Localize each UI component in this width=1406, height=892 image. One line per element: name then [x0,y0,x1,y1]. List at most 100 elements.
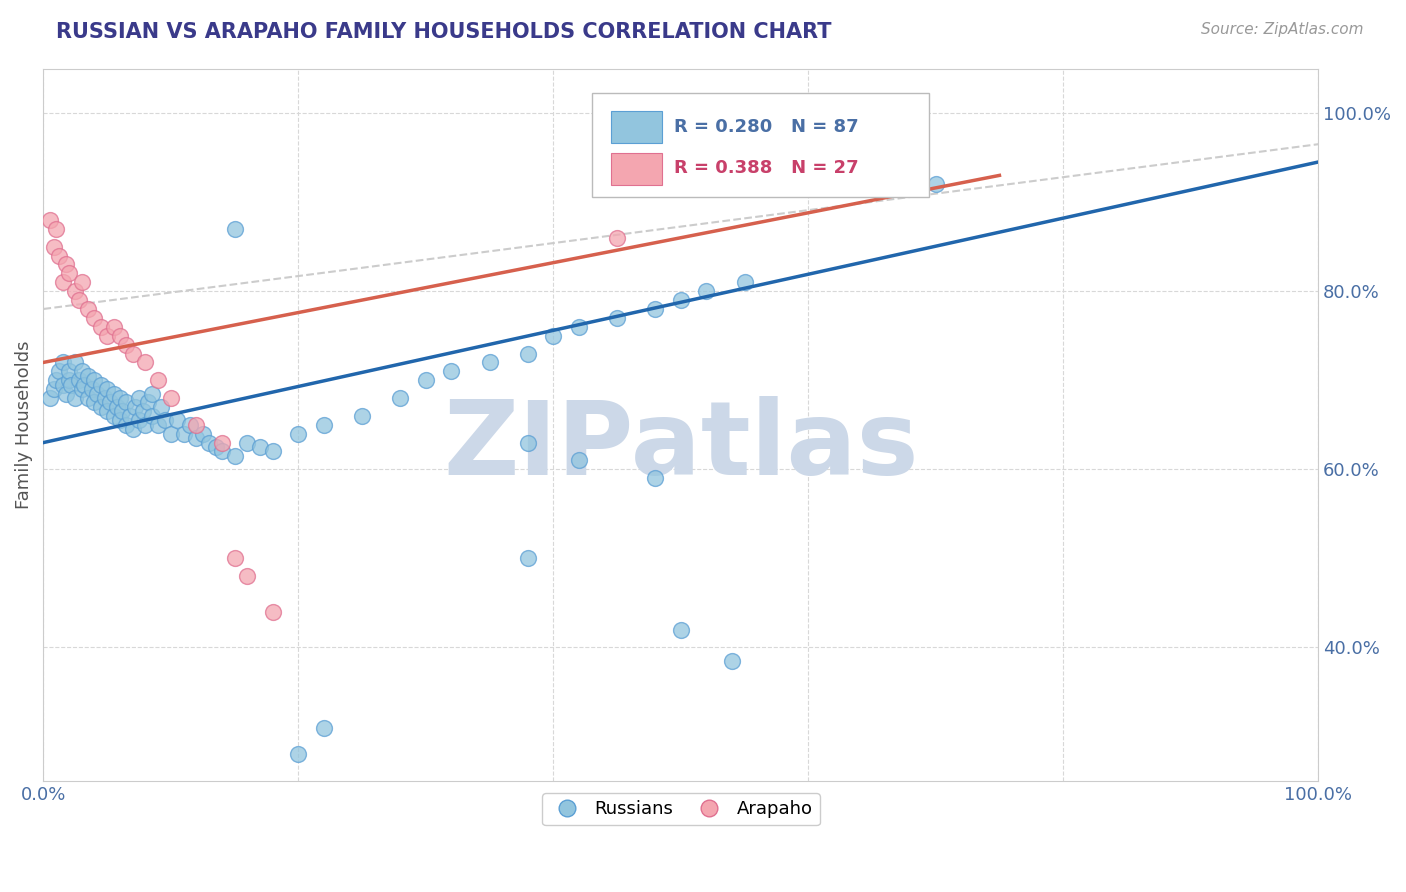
Point [103,386,125,401]
Point [224,551,246,566]
Point [287,747,309,762]
Point [105,400,128,414]
Point [67,293,90,307]
Point [111,404,134,418]
Point [83,395,105,409]
Point [204,440,226,454]
Y-axis label: Family Households: Family Households [15,341,32,509]
Point [925,178,948,192]
Point [96,404,118,418]
Point [179,417,201,432]
Point [77,368,100,383]
Text: ZIPatlas: ZIPatlas [443,396,918,497]
Point [287,426,309,441]
Point [121,346,143,360]
Point [90,377,112,392]
Point [160,391,183,405]
Point [568,319,591,334]
Point [65,355,87,369]
Point [186,417,208,432]
Point [211,435,233,450]
Point [568,453,591,467]
Bar [610,153,662,185]
Point [73,377,96,392]
Point [45,373,67,387]
Point [141,409,163,423]
Point [60,377,83,392]
Point [186,431,208,445]
Point [236,435,259,450]
Point [606,231,628,245]
Point [224,449,246,463]
Point [48,248,70,262]
Point [312,417,335,432]
Text: R = 0.280   N = 87: R = 0.280 N = 87 [675,118,859,136]
Point [134,355,156,369]
Point [136,395,159,409]
Legend: Russians, Arapaho: Russians, Arapaho [541,793,820,825]
Text: Source: ZipAtlas.com: Source: ZipAtlas.com [1201,22,1364,37]
Point [166,413,188,427]
Point [132,404,155,418]
Point [70,275,93,289]
Point [70,382,93,396]
Point [65,391,87,405]
Bar [610,112,662,144]
Point [141,386,163,401]
Point [38,213,60,227]
Point [77,301,100,316]
Point [669,623,692,637]
Point [149,400,172,414]
Point [128,413,150,427]
Point [224,222,246,236]
Text: R = 0.388   N = 27: R = 0.388 N = 27 [675,160,859,178]
Point [160,426,183,441]
Point [669,293,692,307]
Point [42,240,65,254]
Point [70,364,93,378]
Point [146,373,169,387]
Point [58,373,80,387]
Point [58,266,80,280]
Point [606,310,628,325]
Point [389,391,412,405]
Point [77,391,100,405]
Point [83,310,105,325]
Point [90,319,112,334]
Point [198,435,221,450]
Point [51,275,73,289]
Point [478,355,501,369]
Point [51,377,73,392]
Point [96,328,118,343]
Point [93,391,115,405]
Point [120,409,142,423]
Point [115,337,138,351]
Point [108,413,131,427]
Point [153,413,176,427]
Point [415,373,437,387]
Point [55,386,77,401]
Point [83,373,105,387]
Point [48,364,70,378]
Point [440,364,463,378]
FancyBboxPatch shape [592,94,929,197]
Point [173,426,195,441]
Point [516,551,538,566]
Point [236,569,259,583]
Point [58,364,80,378]
Point [146,417,169,432]
Point [80,382,103,396]
Point [695,284,717,298]
Point [67,373,90,387]
Point [262,444,284,458]
Point [103,409,125,423]
Point [115,417,138,432]
Text: RUSSIAN VS ARAPAHO FAMILY HOUSEHOLDS CORRELATION CHART: RUSSIAN VS ARAPAHO FAMILY HOUSEHOLDS COR… [56,22,832,42]
Point [42,382,65,396]
Point [38,391,60,405]
Point [65,284,87,298]
Point [86,386,108,401]
Point [108,328,131,343]
Point [644,471,666,485]
Point [734,275,756,289]
